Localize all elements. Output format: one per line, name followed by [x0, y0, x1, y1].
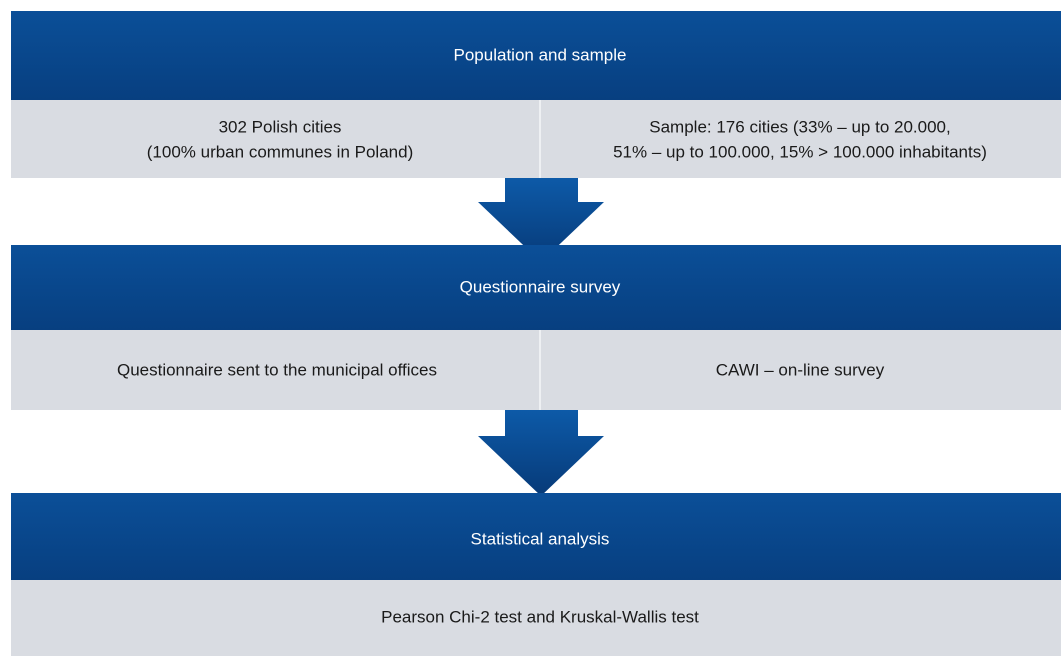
cell-text: 51% – up to 100.000, 15% > 100.000 inhab… — [613, 142, 987, 161]
row-bg — [11, 580, 1061, 656]
header-bar — [11, 493, 1061, 580]
arrow — [478, 410, 604, 496]
header-text: Statistical analysis — [471, 529, 610, 548]
row-bg — [11, 100, 1061, 178]
cell-text: CAWI – on-line survey — [716, 360, 885, 379]
cell-text: Pearson Chi-2 test and Kruskal-Wallis te… — [381, 607, 699, 626]
cell-text: 302 Polish cities — [219, 117, 342, 136]
row-bg — [11, 330, 1061, 410]
cell-text: Sample: 176 cities (33% – up to 20.000, — [649, 117, 950, 136]
header-bar — [11, 11, 1061, 100]
cell-text: Questionnaire sent to the municipal offi… — [117, 360, 437, 379]
header-text: Questionnaire survey — [460, 277, 621, 296]
cell-text: (100% urban communes in Poland) — [147, 142, 413, 161]
header-bar — [11, 245, 1061, 330]
header-text: Population and sample — [454, 45, 627, 64]
arrow — [478, 178, 604, 262]
